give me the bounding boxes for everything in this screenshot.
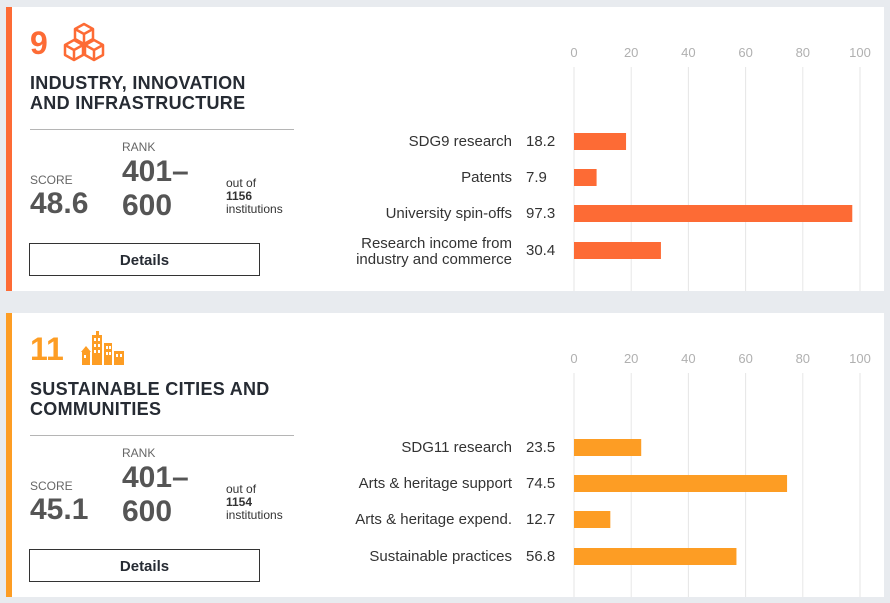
score-value: 45.1	[30, 493, 89, 526]
x-tick-label: 20	[624, 45, 638, 60]
sdg-number: 11	[30, 331, 64, 367]
bar	[574, 242, 661, 259]
category-label: SDG9 research	[409, 133, 512, 150]
x-tick-label: 0	[570, 45, 577, 60]
divider	[30, 435, 294, 436]
details-button[interactable]: Details	[29, 549, 260, 582]
x-tick-label: 60	[738, 351, 752, 366]
institutions-text: institutions	[226, 508, 283, 522]
bar-value-label: 18.2	[526, 133, 555, 150]
category-label: industry and commerce	[356, 251, 512, 268]
x-tick-label: 40	[681, 45, 695, 60]
bar-value-label: 30.4	[526, 242, 555, 259]
x-tick-label: 60	[738, 45, 752, 60]
bar-value-label: 74.5	[526, 475, 555, 492]
x-tick-label: 0	[570, 351, 577, 366]
rank-value: 401– 600	[122, 155, 189, 223]
sdg-number: 9	[30, 25, 48, 61]
bar	[574, 133, 627, 150]
rank-label: RANK	[122, 446, 156, 460]
out-of-text: out of	[226, 482, 257, 496]
sdg-title: SUSTAINABLE CITIES AND COMMUNITIES	[30, 379, 310, 419]
category-label: University spin-offs	[386, 205, 512, 222]
out-of-text: out of	[226, 176, 257, 190]
building-blocks-icon	[63, 22, 105, 62]
bar-value-label: 7.9	[526, 169, 547, 186]
details-button[interactable]: Details	[29, 243, 260, 276]
rank-value: 401– 600	[122, 461, 189, 529]
rank-line: 600	[122, 495, 173, 528]
title-line: SUSTAINABLE CITIES AND	[30, 379, 270, 399]
title-line: COMMUNITIES	[30, 399, 162, 419]
category-label: SDG11 research	[401, 439, 512, 456]
x-tick-label: 80	[796, 351, 810, 366]
bar	[574, 475, 788, 492]
accent-bar	[6, 7, 12, 291]
bar	[574, 548, 737, 565]
x-tick-label: 100	[849, 45, 871, 60]
category-label: Research income from	[361, 235, 512, 252]
bar	[574, 511, 611, 528]
rank-label: RANK	[122, 140, 156, 154]
rank-line: 401–	[122, 155, 189, 188]
institution-count: out of 1156 institutions	[226, 177, 283, 216]
divider	[30, 129, 294, 130]
sdg-card-9: 9 INDUSTRY, INNOVATION AND INFRASTRUCTUR…	[6, 7, 884, 291]
category-label: Patents	[461, 169, 512, 186]
bar-value-label: 23.5	[526, 439, 555, 456]
category-label: Arts & heritage support	[359, 475, 513, 492]
bar	[574, 205, 853, 222]
category-label: Arts & heritage expend.	[355, 511, 512, 528]
sdg-title: INDUSTRY, INNOVATION AND INFRASTRUCTURE	[30, 73, 310, 113]
x-tick-label: 100	[849, 351, 871, 366]
x-tick-label: 80	[796, 45, 810, 60]
rank-line: 600	[122, 189, 173, 222]
x-tick-label: 40	[681, 351, 695, 366]
title-line: AND INFRASTRUCTURE	[30, 93, 246, 113]
score-label: SCORE	[30, 479, 73, 493]
bar	[574, 169, 597, 186]
score-value: 48.6	[30, 187, 89, 220]
score-label: SCORE	[30, 173, 73, 187]
bar-value-label: 56.8	[526, 548, 555, 565]
bar-value-label: 12.7	[526, 511, 555, 528]
institution-count: out of 1154 institutions	[226, 483, 283, 522]
bar-value-label: 97.3	[526, 205, 555, 222]
institutions-text: institutions	[226, 202, 283, 216]
institutions-number: 1156	[226, 189, 253, 203]
rank-line: 401–	[122, 461, 189, 494]
sdg-indicator-chart: 0 20 40 60 80 100 18.2 SDG9 research 7.9 Patents 9…	[356, 45, 871, 291]
category-label: Sustainable practices	[369, 548, 512, 565]
bar	[574, 439, 642, 456]
sdg-card-11: 11 SUSTAINABLE CITIES AND COMMUNITIES RA…	[6, 313, 884, 597]
x-tick-label: 20	[624, 351, 638, 366]
sdg-indicator-chart: 0 20 40 60 80 100 23.5 SDG11 research 74.5 Arts &…	[355, 351, 871, 597]
title-line: INDUSTRY, INNOVATION	[30, 73, 246, 93]
city-buildings-icon	[81, 331, 124, 365]
institutions-number: 1154	[226, 495, 253, 509]
accent-bar	[6, 313, 12, 597]
